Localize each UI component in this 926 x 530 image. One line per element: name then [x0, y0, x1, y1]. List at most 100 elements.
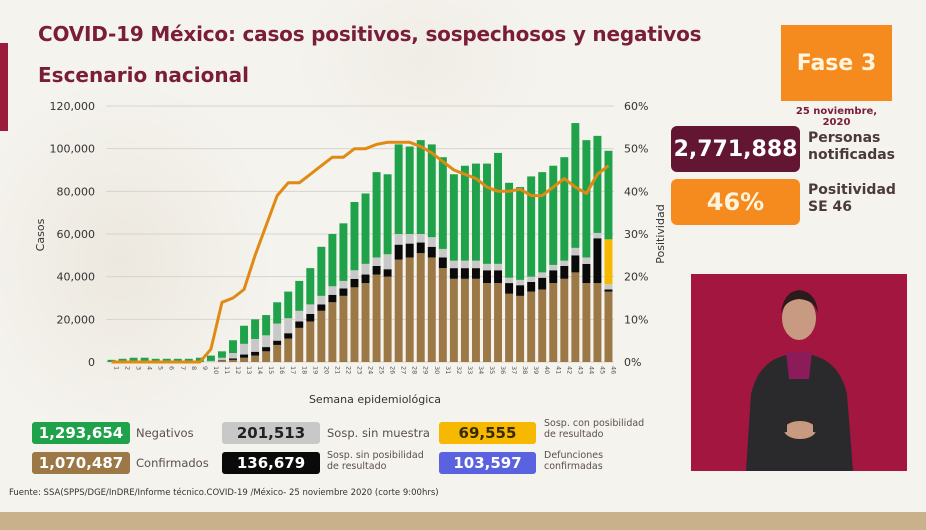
bar-segment [527, 282, 536, 292]
legend-label-confirmados: Confirmados [136, 456, 209, 470]
bar-segment [306, 304, 315, 314]
x-tick-label: 38 [521, 366, 529, 374]
bar-segment [273, 323, 282, 341]
bar-segment [317, 310, 326, 362]
x-tick-label: 41 [554, 366, 562, 374]
x-tick-label: 36 [499, 366, 507, 374]
bar-segment [372, 257, 381, 266]
bar-segment [284, 291, 293, 319]
x-tick-label: 16 [278, 366, 286, 374]
bar-segment [560, 260, 569, 266]
bar-segment [604, 150, 613, 240]
bar-segment [328, 294, 337, 303]
x-tick-label: 8 [190, 366, 198, 370]
bar-segment [549, 270, 558, 284]
page-title: COVID-19 México: casos positivos, sospec… [38, 22, 702, 46]
bar-segment [516, 295, 525, 362]
x-tick-label: 3 [135, 366, 143, 370]
bar-segment [162, 358, 171, 362]
bar-segment [262, 315, 271, 336]
x-tick-label: 45 [598, 366, 606, 374]
bar-segment [483, 263, 491, 271]
x-tick-label: 28 [411, 366, 419, 374]
bar-segment [538, 289, 547, 362]
chart-bars [107, 123, 613, 362]
bar-segment [549, 165, 558, 265]
x-tick-label: 7 [179, 366, 187, 370]
bar-segment [527, 291, 536, 362]
bar-segment [416, 242, 425, 254]
positivity-line [111, 140, 610, 364]
bar-segment [151, 358, 160, 362]
x-tick-label: 17 [289, 366, 297, 374]
bar-segment [471, 268, 480, 279]
bar-segment [350, 287, 359, 362]
legend-value-sin_muestra: 201,513 [222, 422, 320, 444]
bar-segment [184, 358, 193, 362]
y2-axis-ticks: 0% 10% 20% 30% 40% 50% 60% [624, 100, 648, 369]
bar-segment [262, 335, 271, 348]
bar-segment [240, 343, 249, 355]
bar-segment [229, 358, 237, 360]
x-tick-label: 44 [587, 366, 595, 374]
y-tick-label: 100,000 [50, 143, 96, 156]
x-tick-label: 34 [477, 366, 485, 374]
legend-label-defunciones: Defunciones confirmadas [544, 450, 604, 472]
bar-segment [416, 234, 425, 243]
y2-tick-label: 10% [624, 313, 648, 326]
x-tick-label: 42 [565, 366, 573, 374]
bar-segment [328, 286, 337, 295]
bar-segment [317, 304, 326, 311]
bar-segment [538, 277, 547, 290]
report-date: 25 noviembre, 2020 [795, 106, 878, 128]
bar-segment [361, 263, 370, 275]
x-axis-label: Semana epidemiológica [309, 393, 441, 406]
y2-tick-label: 50% [624, 143, 648, 156]
x-tick-label: 25 [378, 366, 386, 374]
chart-gridlines [106, 105, 614, 363]
bar-segment [405, 234, 414, 244]
bar-segment [560, 157, 569, 261]
bar-segment [494, 270, 503, 284]
bar-segment [284, 338, 293, 362]
bar-segment [593, 283, 602, 362]
bar-segment [361, 274, 370, 284]
legend-value-confirmados: 1,070,487 [32, 452, 130, 474]
x-tick-label: 40 [543, 366, 551, 374]
bar-segment [604, 291, 613, 362]
bar-segment [273, 302, 282, 324]
bar-segment [593, 238, 602, 284]
x-tick-label: 26 [389, 366, 397, 374]
bar-segment [560, 266, 569, 279]
y2-tick-label: 20% [624, 271, 648, 284]
bar-segment [449, 268, 458, 279]
phase-badge: Fase 3 [781, 25, 892, 101]
bar-segment [206, 355, 215, 361]
bar-segment [527, 276, 536, 282]
bar-segment [240, 325, 249, 344]
bar-segment [516, 285, 525, 296]
notified-label-line2: notificadas [808, 147, 896, 163]
bar-segment [483, 270, 491, 284]
bar-segment [273, 344, 282, 362]
bar-segment [460, 165, 469, 261]
bar-segment [383, 174, 392, 255]
bar-segment [427, 144, 436, 238]
x-tick-label: 12 [234, 366, 242, 374]
bar-segment [471, 260, 480, 269]
bar-segment [251, 338, 260, 352]
bar-segment [416, 140, 425, 234]
bar-segment [582, 263, 591, 284]
bar-segment [317, 246, 326, 296]
x-tick-label: 18 [300, 366, 308, 374]
bar-segment [571, 255, 580, 273]
x-axis-ticks: 1 2 3 4 5 6 7 8 9 10 11 12 13 14 15 16 17 18 19 20 21 22 23 24 2… [113, 366, 618, 374]
bar-segment [582, 140, 591, 258]
bar-segment [295, 327, 304, 362]
bar-segment [383, 269, 392, 277]
bar-segment [350, 202, 359, 271]
bar-segment [593, 135, 602, 233]
bar-segment [427, 246, 436, 258]
bar-segment [229, 340, 237, 354]
bar-segment [317, 295, 326, 305]
